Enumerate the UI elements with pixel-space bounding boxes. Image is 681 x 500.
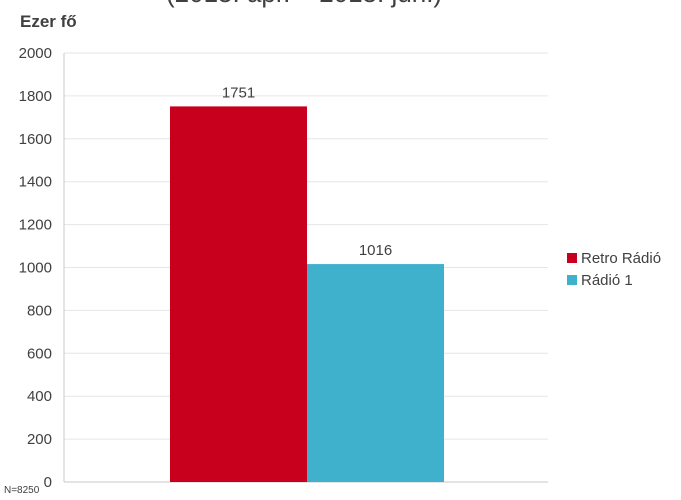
legend-item-radio-1: Rádió 1 [567, 269, 661, 291]
data-label-series-0: 1751 [222, 84, 255, 101]
legend-label-retro-radio: Retro Rádió [581, 249, 662, 267]
y-tick-label-200: 200 [27, 431, 52, 448]
bar-series-1 [307, 264, 444, 482]
y-tick-label-2000: 2000 [19, 45, 52, 62]
y-tick-label-1000: 1000 [19, 260, 52, 277]
y-tick-label-1800: 1800 [19, 88, 52, 105]
legend-swatch-radio-1 [567, 275, 577, 285]
y-tick-label-600: 600 [27, 345, 52, 362]
chart-subtitle: (2015. ápr. – 2015. jún.) [166, 0, 442, 9]
y-axis-title: Ezer fő [20, 12, 77, 31]
sample-size-note: N=8250 [4, 485, 40, 496]
legend-item-retro-radio: Retro Rádió [567, 247, 661, 269]
data-label-series-1: 1016 [359, 242, 392, 259]
y-tick-label-1600: 1600 [19, 131, 52, 148]
bar-series-0 [170, 106, 307, 483]
legend-swatch-retro-radio [567, 253, 577, 263]
y-tick-label-1400: 1400 [19, 174, 52, 191]
legend-label-radio-1: Rádió 1 [581, 271, 633, 289]
legend: Retro Rádió Rádió 1 [567, 247, 661, 291]
y-tick-label-1200: 1200 [19, 217, 52, 234]
y-tick-label-800: 800 [27, 302, 52, 319]
y-tick-label-400: 400 [27, 388, 52, 405]
y-tick-label-0: 0 [44, 474, 52, 491]
